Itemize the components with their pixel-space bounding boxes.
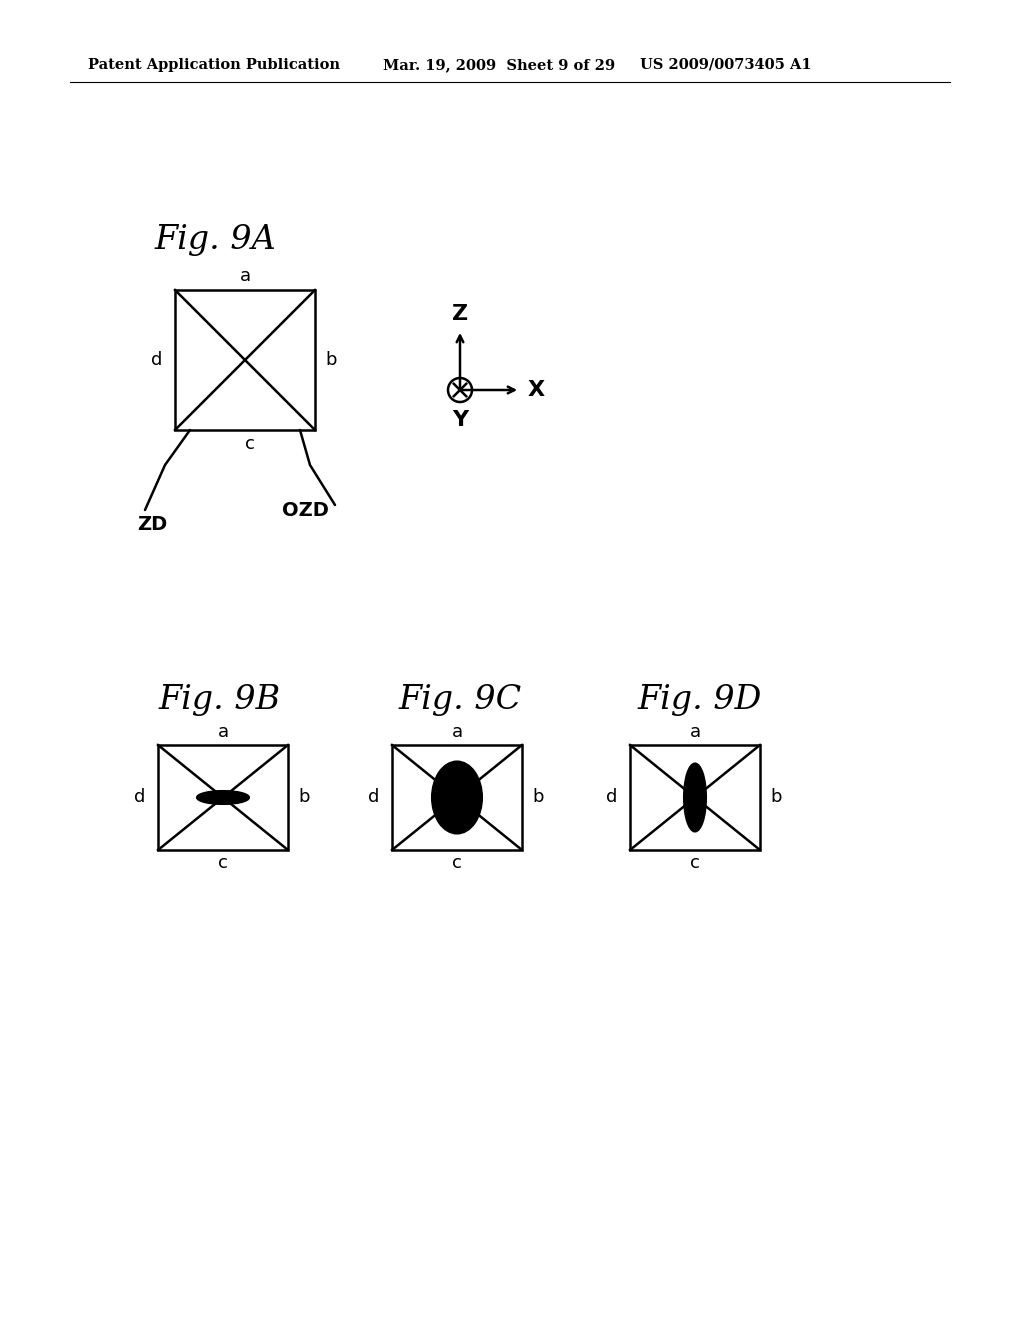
Text: d: d <box>134 788 145 807</box>
Text: b: b <box>298 788 309 807</box>
Text: Fig. 9B: Fig. 9B <box>159 684 281 715</box>
Text: a: a <box>217 723 228 741</box>
Text: Mar. 19, 2009  Sheet 9 of 29: Mar. 19, 2009 Sheet 9 of 29 <box>383 58 615 73</box>
Text: c: c <box>452 854 462 873</box>
Text: OZD: OZD <box>282 500 329 520</box>
Text: Fig. 9D: Fig. 9D <box>638 684 762 715</box>
Text: b: b <box>326 351 337 370</box>
Ellipse shape <box>432 762 482 833</box>
Text: d: d <box>369 788 380 807</box>
Text: c: c <box>690 854 700 873</box>
Text: a: a <box>689 723 700 741</box>
Text: d: d <box>152 351 163 370</box>
Text: b: b <box>532 788 544 807</box>
Text: Y: Y <box>452 411 468 430</box>
Text: b: b <box>770 788 781 807</box>
Text: Fig. 9A: Fig. 9A <box>155 224 275 256</box>
Text: Fig. 9C: Fig. 9C <box>398 684 521 715</box>
Text: Z: Z <box>452 304 468 323</box>
Text: Patent Application Publication: Patent Application Publication <box>88 58 340 73</box>
Text: c: c <box>218 854 228 873</box>
Text: a: a <box>240 267 251 285</box>
Ellipse shape <box>197 791 249 804</box>
Text: ZD: ZD <box>137 516 167 535</box>
Text: d: d <box>606 788 617 807</box>
Ellipse shape <box>684 763 706 832</box>
Text: c: c <box>245 436 255 453</box>
Text: a: a <box>452 723 463 741</box>
Text: X: X <box>527 380 545 400</box>
Text: US 2009/0073405 A1: US 2009/0073405 A1 <box>640 58 812 73</box>
